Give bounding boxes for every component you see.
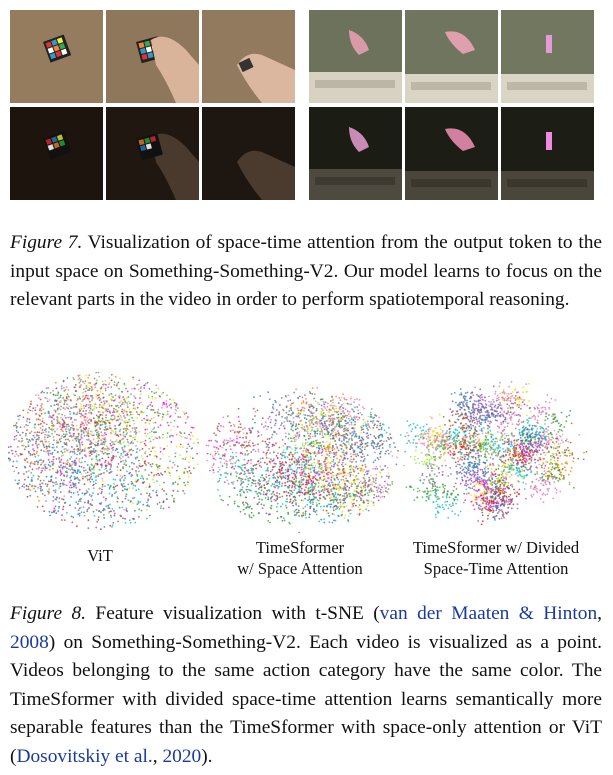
figure8-label: Figure 8. [10,603,87,624]
cube-frame-1 [10,10,103,103]
figure7-label: Figure 7. [10,232,83,253]
drawer-frame-3 [501,10,594,103]
tsne-space-attention-plot [205,386,399,533]
cube-attention-3 [202,107,295,200]
cube-frame-3 [202,10,295,103]
citation-dosovitskiy[interactable]: Dosovitskiy et al. [16,745,153,767]
drawer-attention-2 [405,107,498,200]
citation-van-der-maaten-year[interactable]: 2008 [10,631,49,653]
tsne-divided-attention-plot [399,380,588,526]
cube-frame-2 [106,10,199,103]
cube-attention-1 [10,107,103,200]
tsne-vit-label: ViT [87,546,113,565]
figure8-caption: Figure 8. Feature visualization with t-S… [10,603,602,767]
drawer-frame-1 [309,10,402,103]
citation-van-der-maaten[interactable]: van der Maaten & Hinton [379,603,598,624]
cube-attention-2 [106,107,199,200]
drawer-frame-2 [405,10,498,103]
drawer-attention-1 [309,107,402,200]
tsne-vit-plot [8,372,200,530]
drawer-attention-3 [501,107,594,200]
tsne-divided-attention-label: TimeSformer w/ Divided Space-Time Attent… [412,538,580,578]
figure7-text: Visualization of space-time attention fr… [10,232,603,310]
citation-dosovitskiy-year[interactable]: 2020 [162,745,202,767]
tsne-space-attention-label: TimeSformer w/ Space Attention [237,538,363,578]
figure7-caption: Figure 7. Visualization of space-time at… [10,229,602,315]
